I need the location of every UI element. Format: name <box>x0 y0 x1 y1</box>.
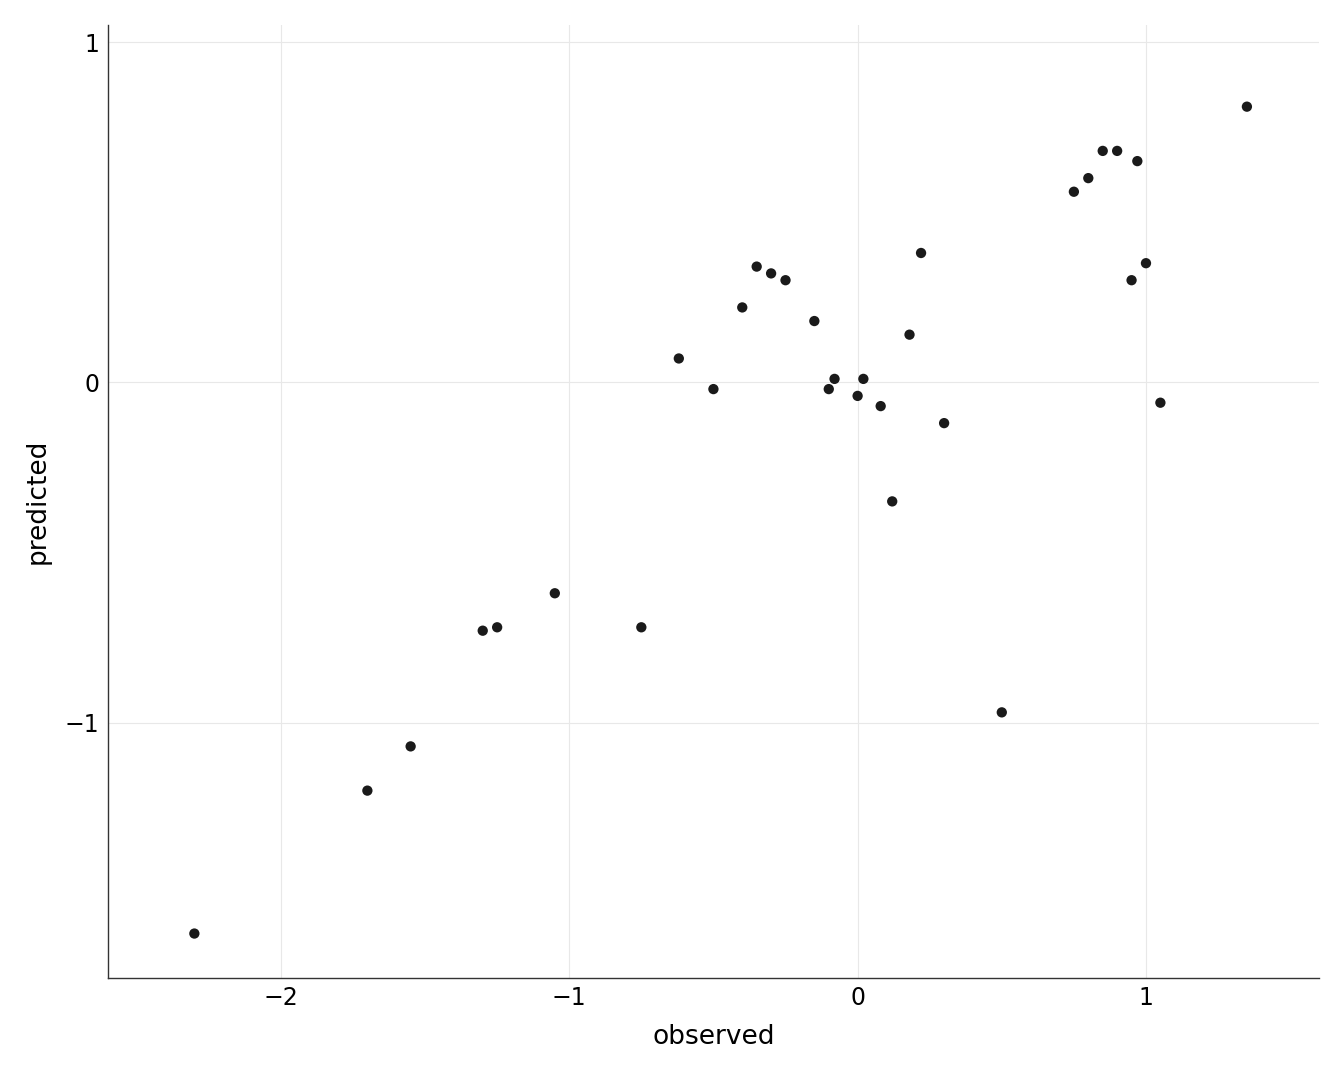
X-axis label: observed: observed <box>652 1024 774 1050</box>
Point <box>1078 170 1099 187</box>
Point <box>882 492 903 510</box>
Y-axis label: predicted: predicted <box>26 439 51 564</box>
Point <box>761 264 782 282</box>
Point <box>899 326 921 343</box>
Point <box>668 349 689 367</box>
Point <box>818 381 840 398</box>
Point <box>1091 142 1113 159</box>
Point <box>991 704 1012 721</box>
Point <box>847 387 868 404</box>
Point <box>1121 272 1142 289</box>
Point <box>852 370 874 387</box>
Point <box>731 299 753 316</box>
Point <box>1236 98 1258 115</box>
Point <box>804 313 825 330</box>
Point <box>401 737 422 755</box>
Point <box>1126 153 1148 170</box>
Point <box>1136 255 1157 272</box>
Point <box>910 244 931 261</box>
Point <box>703 381 724 398</box>
Point <box>870 398 891 415</box>
Point <box>824 370 845 387</box>
Point <box>1106 142 1128 159</box>
Point <box>184 924 206 942</box>
Point <box>933 415 954 432</box>
Point <box>774 272 796 289</box>
Point <box>356 782 378 799</box>
Point <box>1063 183 1085 200</box>
Point <box>487 619 508 636</box>
Point <box>630 619 652 636</box>
Point <box>472 622 493 640</box>
Point <box>544 585 566 602</box>
Point <box>1149 395 1171 412</box>
Point <box>746 258 767 275</box>
